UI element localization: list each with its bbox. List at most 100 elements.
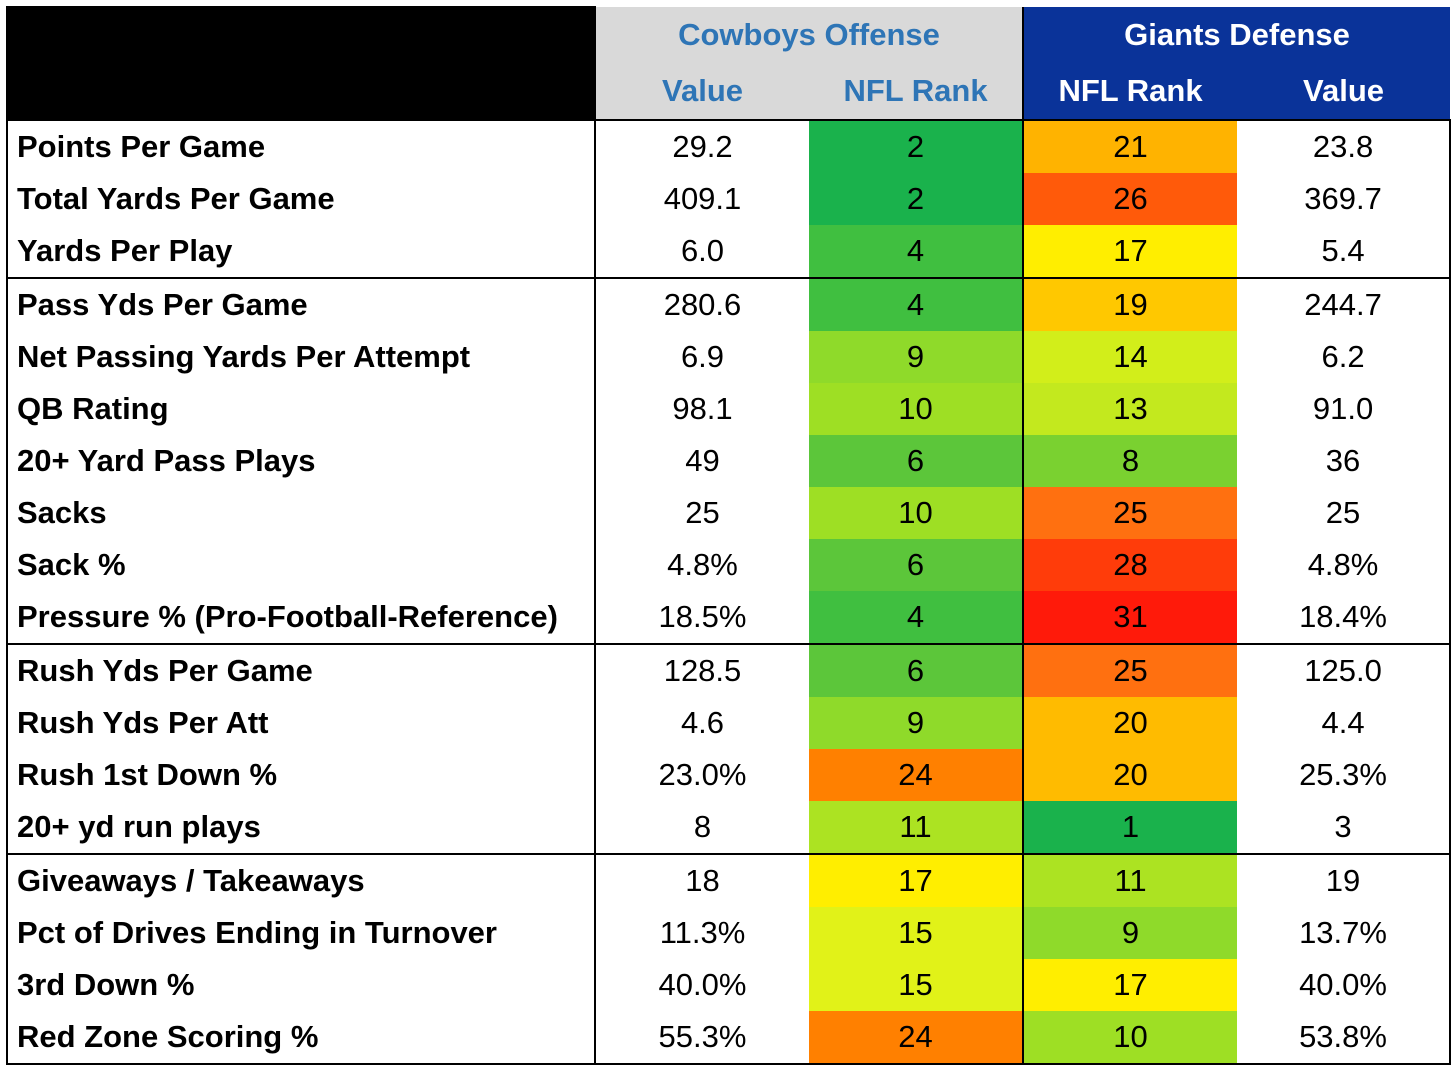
defense-value-cell: 369.7 [1237,173,1452,225]
offense-rank-cell: 17 [809,853,1024,907]
offense-value-cell: 25 [595,487,809,539]
stat-label: Rush 1st Down % [6,749,596,801]
offense-rank-cell: 24 [809,1011,1024,1065]
offense-rank-cell: 2 [809,173,1024,225]
defense-rank-header: NFL Rank [1022,63,1238,121]
offense-value-cell: 29.2 [595,119,809,173]
offense-rank-cell: 24 [809,749,1024,801]
defense-value-cell: 125.0 [1237,643,1452,697]
defense-value-cell: 18.4% [1237,591,1452,645]
defense-value-cell: 25 [1237,487,1452,539]
defense-rank-cell: 11 [1022,853,1238,907]
offense-value-cell: 40.0% [595,959,809,1011]
table-row: Giveaways / Takeaways 18 17 11 19 [6,853,1452,907]
offense-rank-cell: 15 [809,959,1024,1011]
offense-value-cell: 18 [595,853,809,907]
offense-value-cell: 128.5 [595,643,809,697]
stat-label: Net Passing Yards Per Attempt [6,331,596,383]
table-row: 20+ yd run plays 8 11 1 3 [6,801,1452,855]
offense-value-cell: 49 [595,435,809,487]
defense-rank-cell: 9 [1022,907,1238,959]
offense-value-header: Value [595,63,809,121]
table-row: QB Rating 98.1 10 13 91.0 [6,383,1452,435]
defense-value-cell: 13.7% [1237,907,1452,959]
offense-rank-cell: 15 [809,907,1024,959]
stat-label: 3rd Down % [6,959,596,1011]
table-row: Rush Yds Per Game 128.5 6 25 125.0 [6,643,1452,697]
stat-label: 20+ Yard Pass Plays [6,435,596,487]
offense-rank-cell: 6 [809,643,1024,697]
offense-value-cell: 18.5% [595,591,809,645]
defense-rank-cell: 19 [1022,277,1238,331]
defense-rank-cell: 20 [1022,697,1238,749]
offense-value-cell: 409.1 [595,173,809,225]
stat-label: Giveaways / Takeaways [6,853,596,907]
stat-label: Pressure % (Pro-Football-Reference) [6,591,596,645]
defense-title: Giants Defense [1022,7,1451,63]
table-header: Cowboys Offense Giants Defense Value NFL… [6,6,1451,121]
defense-rank-cell: 10 [1022,1011,1238,1065]
defense-value-cell: 25.3% [1237,749,1452,801]
table-row: Pressure % (Pro-Football-Reference) 18.5%… [6,591,1452,645]
offense-value-cell: 6.9 [595,331,809,383]
stat-label: Pct of Drives Ending in Turnover [6,907,596,959]
defense-value-cell: 5.4 [1237,225,1452,279]
defense-value-cell: 91.0 [1237,383,1452,435]
defense-rank-cell: 25 [1022,643,1238,697]
stat-label: Points Per Game [6,119,596,173]
defense-value-header: Value [1237,63,1451,121]
defense-rank-cell: 28 [1022,539,1238,591]
table-row: Red Zone Scoring % 55.3% 24 10 53.8% [6,1011,1452,1065]
table-row: Rush 1st Down % 23.0% 24 20 25.3% [6,749,1452,801]
stats-table: Cowboys Offense Giants Defense Value NFL… [6,6,1452,1065]
offense-rank-cell: 2 [809,119,1024,173]
defense-value-cell: 53.8% [1237,1011,1452,1065]
table-row: Points Per Game 29.2 2 21 23.8 [6,119,1452,173]
defense-rank-cell: 13 [1022,383,1238,435]
offense-rank-cell: 11 [809,801,1024,855]
defense-value-cell: 36 [1237,435,1452,487]
offense-rank-cell: 4 [809,277,1024,331]
offense-value-cell: 4.6 [595,697,809,749]
offense-title: Cowboys Offense [595,7,1024,63]
offense-rank-cell: 10 [809,383,1024,435]
offense-rank-cell: 4 [809,591,1024,645]
table-row: Net Passing Yards Per Attempt 6.9 9 14 6.2 [6,331,1452,383]
table-row: Sacks 25 10 25 25 [6,487,1452,539]
defense-rank-cell: 1 [1022,801,1238,855]
defense-rank-cell: 17 [1022,959,1238,1011]
stat-label: QB Rating [6,383,596,435]
offense-value-cell: 280.6 [595,277,809,331]
stat-label: Sack % [6,539,596,591]
header-corner-block [6,6,596,121]
offense-value-cell: 4.8% [595,539,809,591]
stat-label: Rush Yds Per Att [6,697,596,749]
defense-value-cell: 4.4 [1237,697,1452,749]
offense-value-cell: 55.3% [595,1011,809,1065]
defense-value-cell: 19 [1237,853,1452,907]
table-row: Pct of Drives Ending in Turnover 11.3% 15 9… [6,907,1452,959]
stat-label: Pass Yds Per Game [6,277,596,331]
defense-value-cell: 244.7 [1237,277,1452,331]
defense-rank-cell: 20 [1022,749,1238,801]
offense-rank-cell: 6 [809,539,1024,591]
defense-value-cell: 6.2 [1237,331,1452,383]
defense-rank-cell: 8 [1022,435,1238,487]
table-row: Pass Yds Per Game 280.6 4 19 244.7 [6,277,1452,331]
stat-label: Yards Per Play [6,225,596,279]
offense-value-cell: 6.0 [595,225,809,279]
offense-value-cell: 98.1 [595,383,809,435]
table-row: Yards Per Play 6.0 4 17 5.4 [6,225,1452,279]
offense-value-cell: 11.3% [595,907,809,959]
defense-rank-cell: 31 [1022,591,1238,645]
defense-rank-cell: 14 [1022,331,1238,383]
defense-rank-cell: 25 [1022,487,1238,539]
offense-rank-cell: 10 [809,487,1024,539]
table-row: Sack % 4.8% 6 28 4.8% [6,539,1452,591]
stat-label: Rush Yds Per Game [6,643,596,697]
defense-rank-cell: 17 [1022,225,1238,279]
defense-value-cell: 3 [1237,801,1452,855]
table-row: 20+ Yard Pass Plays 49 6 8 36 [6,435,1452,487]
defense-rank-cell: 26 [1022,173,1238,225]
